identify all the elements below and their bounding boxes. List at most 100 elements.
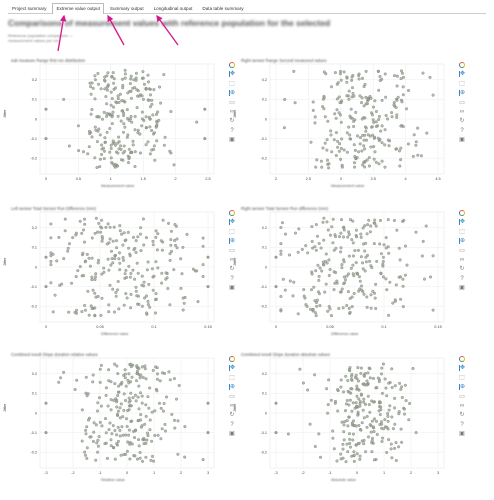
- save-icon[interactable]: ▣: [229, 137, 235, 144]
- lasso-icon[interactable]: ∞: [229, 108, 235, 115]
- lasso-icon[interactable]: ∞: [229, 256, 235, 263]
- pan-icon[interactable]: ✥: [458, 365, 466, 372]
- reset-icon[interactable]: ↻: [459, 412, 465, 419]
- pan-icon[interactable]: ✥: [458, 219, 466, 226]
- lasso-icon[interactable]: ∞: [459, 256, 465, 263]
- data-point: [421, 239, 425, 243]
- box-zoom-icon[interactable]: ⬚: [459, 80, 465, 87]
- data-point: [320, 269, 324, 273]
- wheel-zoom-icon[interactable]: ⊕: [458, 238, 466, 245]
- help-icon[interactable]: ?: [230, 421, 234, 428]
- data-point: [104, 441, 108, 445]
- box-zoom-icon[interactable]: ⬚: [459, 228, 465, 235]
- save-icon[interactable]: ▣: [459, 431, 465, 438]
- scatter-plot[interactable]: 0.2 0.1 0 -0.1 -0.2 0 0.5 1 1.5 2 2.5: [6, 58, 224, 184]
- box-zoom-icon[interactable]: ⬚: [229, 228, 235, 235]
- help-icon[interactable]: ?: [460, 275, 464, 282]
- data-point: [377, 88, 381, 92]
- wheel-zoom-icon[interactable]: ⊕: [228, 384, 236, 391]
- data-point: [400, 396, 404, 400]
- data-point: [100, 272, 104, 276]
- data-point: [90, 278, 94, 282]
- tab-project-summary[interactable]: Project summary: [12, 6, 47, 11]
- data-point: [76, 124, 80, 128]
- box-zoom-icon[interactable]: ⬚: [229, 80, 235, 87]
- scatter-plot[interactable]: 0.2 0.1 0 -0.1 -0.2 2 2.5 3 3.5 4 4.5: [236, 58, 454, 184]
- tab-longitudinal-output[interactable]: Longitudinal output: [153, 6, 193, 11]
- data-point: [148, 125, 152, 129]
- data-point: [156, 266, 160, 270]
- data-point: [173, 222, 177, 226]
- box-zoom-icon[interactable]: ⬚: [229, 374, 235, 381]
- data-point: [342, 438, 346, 442]
- tab-extreme-value-output[interactable]: Extreme value output: [52, 3, 104, 14]
- data-point: [345, 131, 349, 135]
- wheel-zoom-icon[interactable]: ⊕: [458, 384, 466, 391]
- save-icon[interactable]: ▣: [459, 285, 465, 292]
- lasso-icon[interactable]: ∞: [459, 402, 465, 409]
- tab-summary-output[interactable]: Summary output: [109, 6, 144, 11]
- save-icon[interactable]: ▣: [229, 431, 235, 438]
- pan-icon[interactable]: ✥: [228, 365, 236, 372]
- data-point: [129, 114, 133, 118]
- reset-icon[interactable]: ↻: [459, 266, 465, 273]
- help-icon[interactable]: ?: [460, 127, 464, 134]
- data-point: [374, 307, 378, 311]
- data-point: [364, 450, 368, 454]
- reset-icon[interactable]: ↻: [229, 266, 235, 273]
- pan-icon[interactable]: ✥: [228, 71, 236, 78]
- box-select-icon[interactable]: ▭: [459, 393, 465, 400]
- data-point: [359, 366, 363, 370]
- data-point: [380, 141, 384, 145]
- tab-data-table-summary[interactable]: Data table summary: [202, 6, 244, 11]
- data-point: [344, 402, 348, 406]
- wheel-zoom-icon[interactable]: ⊕: [228, 90, 236, 97]
- data-point: [315, 158, 319, 162]
- lasso-icon[interactable]: ∞: [459, 108, 465, 115]
- help-icon[interactable]: ?: [230, 127, 234, 134]
- reset-icon[interactable]: ↻: [229, 118, 235, 125]
- data-point: [134, 251, 138, 255]
- data-point: [103, 136, 107, 140]
- help-icon[interactable]: ?: [460, 421, 464, 428]
- reset-icon[interactable]: ↻: [229, 412, 235, 419]
- reset-icon[interactable]: ↻: [459, 118, 465, 125]
- pan-icon[interactable]: ✥: [458, 71, 466, 78]
- data-point: [111, 261, 115, 265]
- data-point: [405, 263, 409, 267]
- save-icon[interactable]: ▣: [459, 137, 465, 144]
- box-select-icon[interactable]: ▭: [229, 393, 235, 400]
- box-zoom-icon[interactable]: ⬚: [459, 374, 465, 381]
- scatter-plot[interactable]: 0.2 0.1 0 -0.1 -0.2 -3 -2 -1 0 1 2 3: [236, 352, 454, 478]
- x-axis-label: Measurement value: [331, 184, 365, 188]
- x-tick-label: 0.15: [434, 325, 441, 329]
- data-point: [49, 281, 53, 285]
- data-point: [116, 409, 120, 413]
- box-select-icon[interactable]: ▭: [229, 99, 235, 106]
- box-select-icon[interactable]: ▭: [459, 99, 465, 106]
- scatter-plot[interactable]: 0.2 0.1 0 -0.1 -0.2 0 0.05 0.1 0.15: [236, 206, 454, 332]
- help-icon[interactable]: ?: [230, 275, 234, 282]
- lasso-icon[interactable]: ∞: [229, 402, 235, 409]
- data-point: [59, 376, 63, 380]
- data-point: [354, 110, 358, 114]
- data-point: [292, 69, 296, 73]
- data-point: [319, 159, 323, 163]
- data-point: [157, 401, 161, 405]
- y-tick-label: -0.2: [30, 157, 37, 161]
- box-select-icon[interactable]: ▭: [229, 247, 235, 254]
- data-point: [383, 143, 387, 147]
- data-point: [92, 430, 96, 434]
- wheel-zoom-icon[interactable]: ⊕: [228, 238, 236, 245]
- data-point: [361, 226, 365, 230]
- save-icon[interactable]: ▣: [229, 285, 235, 292]
- data-point: [130, 375, 134, 379]
- data-point: [364, 138, 368, 142]
- box-select-icon[interactable]: ▭: [459, 247, 465, 254]
- data-point: [347, 272, 351, 276]
- pan-icon[interactable]: ✥: [228, 219, 236, 226]
- wheel-zoom-icon[interactable]: ⊕: [458, 90, 466, 97]
- scatter-plot[interactable]: 0.2 0.1 0 -0.1 -0.2 -3 -2 -1 0 1 2 3: [6, 352, 224, 478]
- scatter-plot[interactable]: 0.2 0.1 0 -0.1 -0.2 0 0.05 0.1 0.15: [6, 206, 224, 332]
- y-tick-label: 0.2: [32, 226, 37, 230]
